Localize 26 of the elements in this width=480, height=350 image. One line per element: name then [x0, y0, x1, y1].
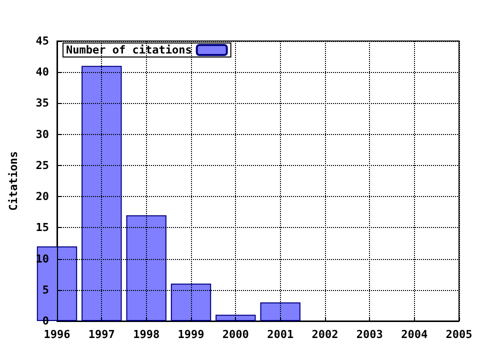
x-tick-label: 2003 [356, 328, 383, 341]
bar [170, 284, 212, 321]
y-tick-label: 25 [36, 158, 49, 172]
y-tick-label: 15 [36, 221, 49, 234]
legend-label: Number of citations [66, 44, 192, 56]
bar [82, 66, 122, 321]
x-tick-label: 2004 [401, 328, 428, 341]
bar [216, 314, 256, 321]
x-tick-label: 2001 [267, 328, 294, 341]
bar [126, 215, 166, 321]
y-tick-label: 40 [36, 66, 49, 79]
x-tick-label: 1997 [88, 328, 115, 341]
y-tick-label: 10 [36, 252, 49, 266]
y-tick-label: 20 [36, 190, 49, 204]
x-tick-label: 1998 [133, 328, 160, 341]
y-tick-label: 45 [36, 34, 49, 48]
x-tick-label: 2005 [446, 328, 472, 341]
x-tick-label: 1996 [44, 328, 71, 341]
bar [260, 302, 300, 321]
x-tick-label: 2000 [222, 328, 249, 341]
y-tick-label: 5 [42, 283, 49, 296]
y-axis-title: Citations [7, 151, 20, 211]
y-tick-label: 30 [36, 128, 49, 141]
y-tick-label: 35 [36, 96, 49, 110]
x-tick-label: 1999 [178, 328, 204, 341]
x-tick-label: 2002 [312, 328, 338, 341]
